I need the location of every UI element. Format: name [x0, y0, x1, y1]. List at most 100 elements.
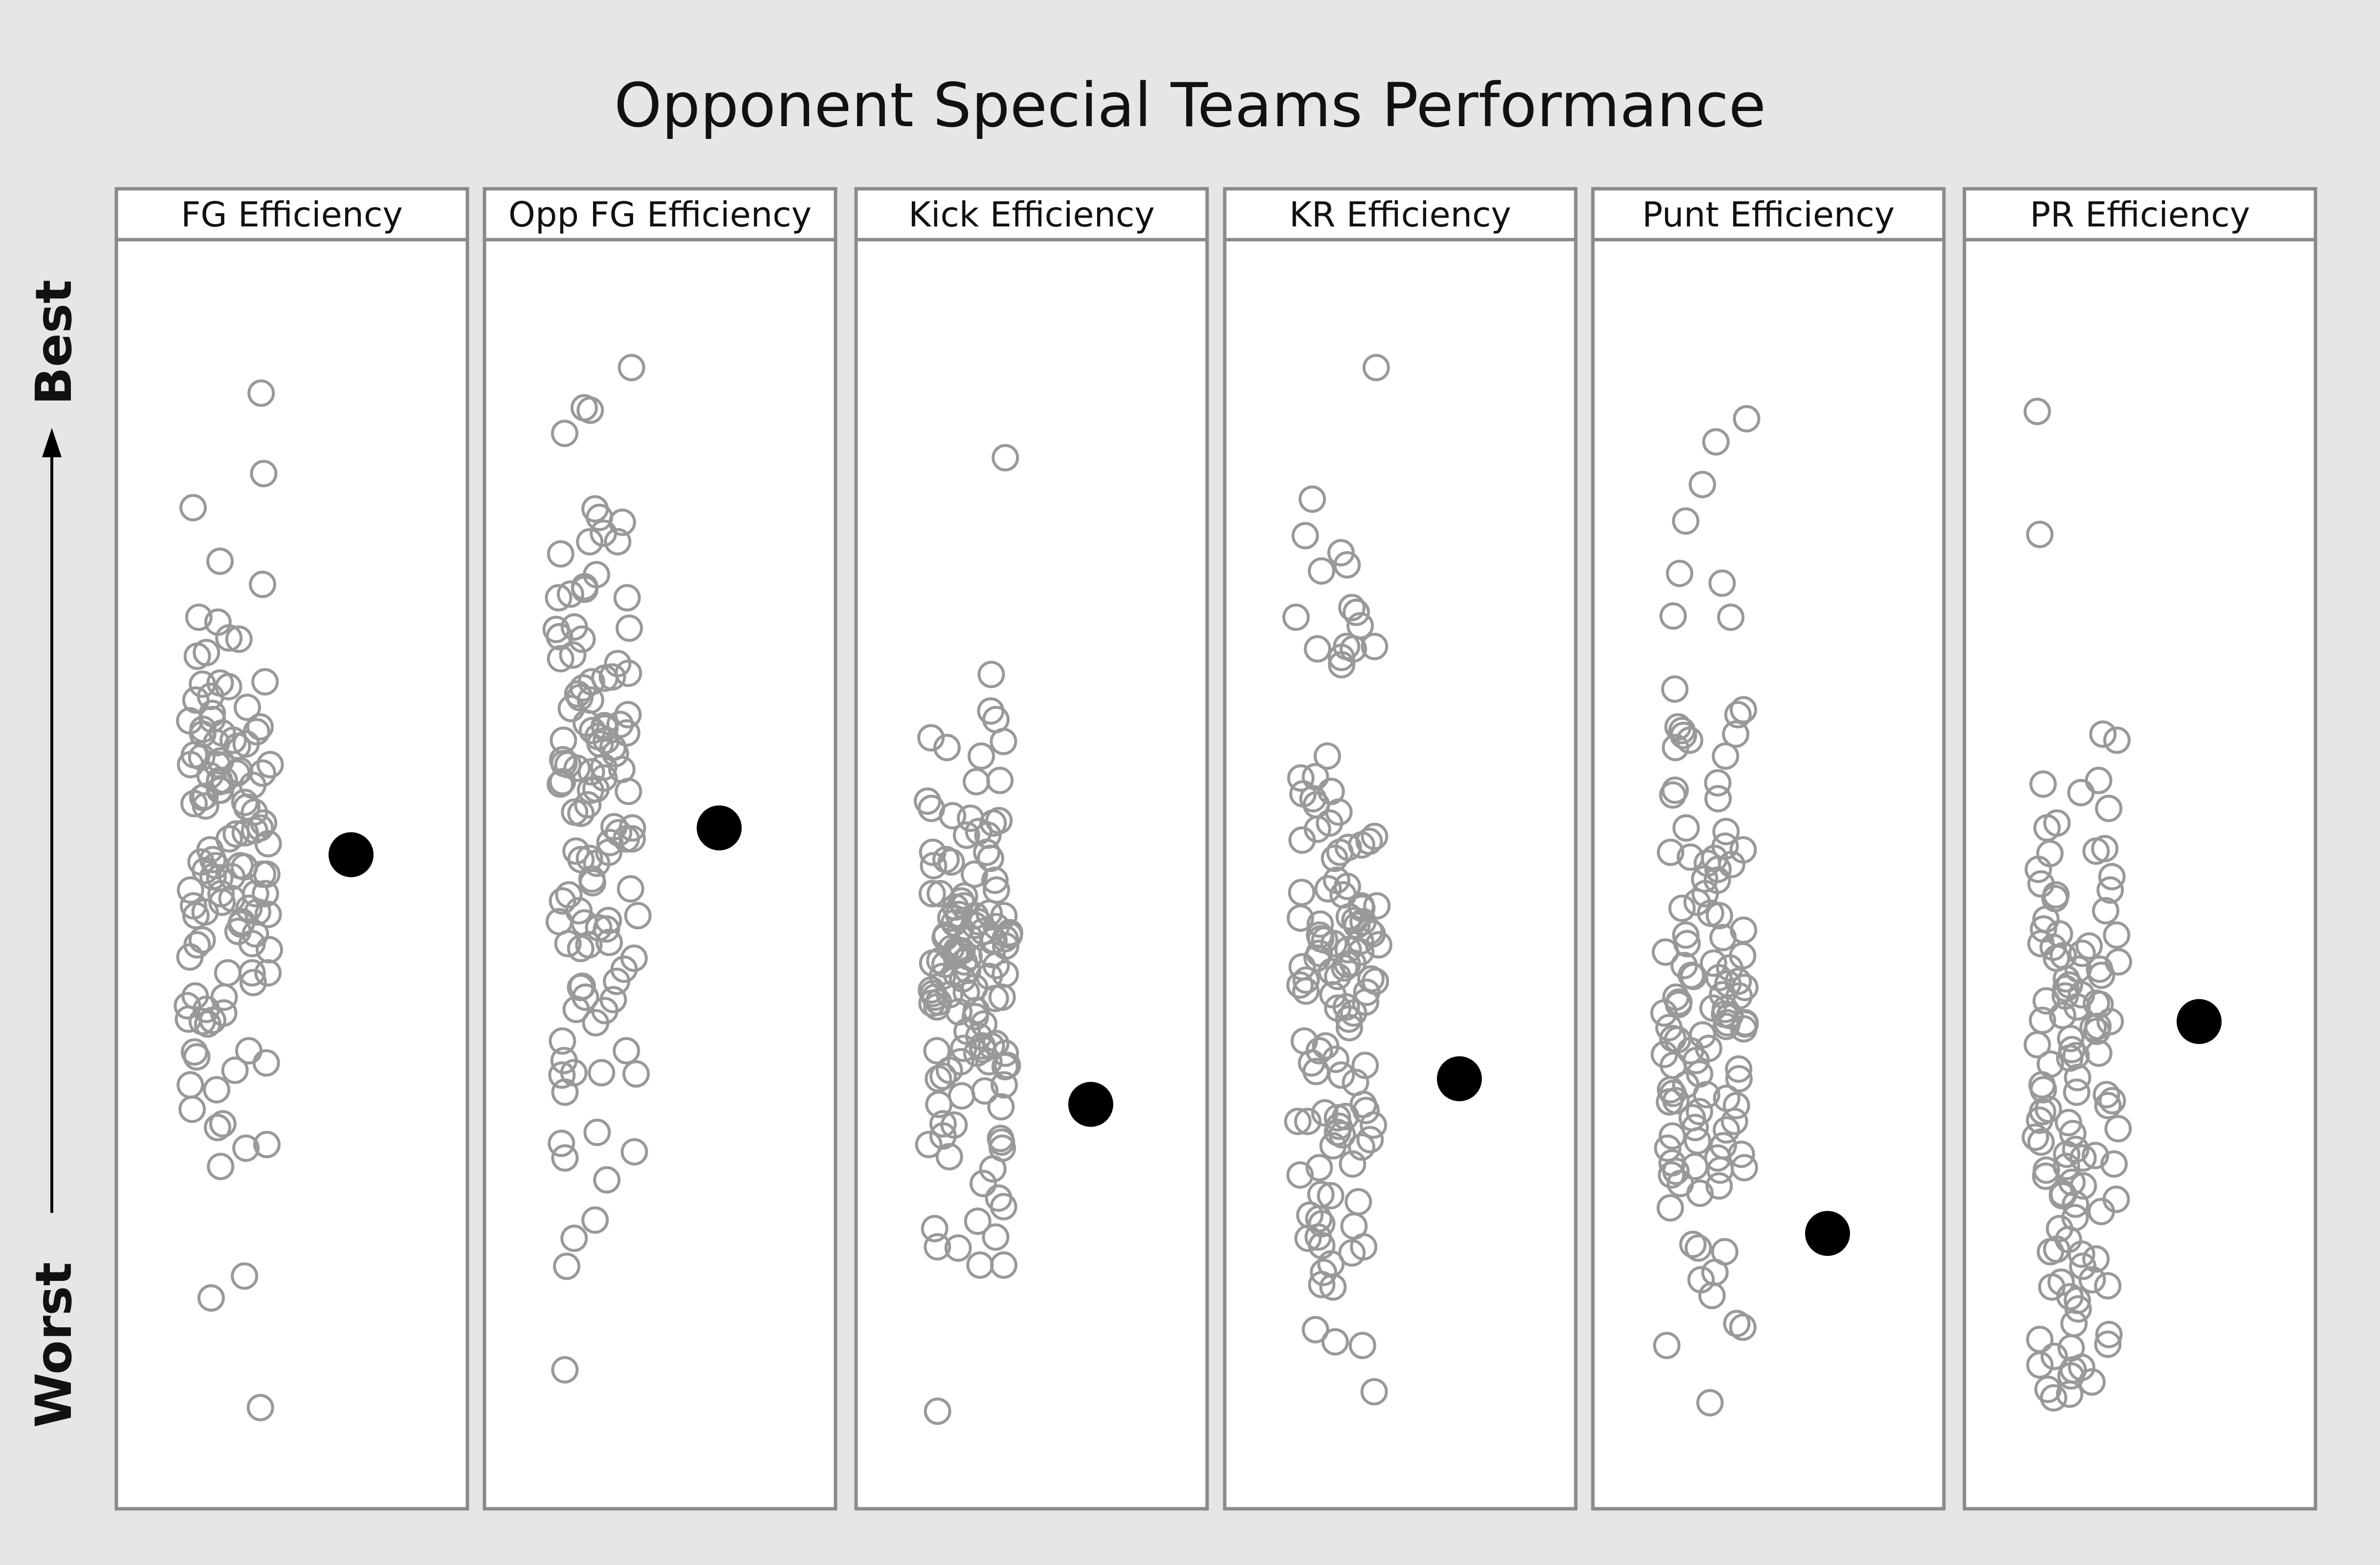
league-point	[992, 444, 1019, 471]
league-point	[206, 776, 234, 804]
league-point	[246, 713, 274, 741]
league-point	[1348, 1332, 1376, 1360]
league-point	[1724, 701, 1752, 729]
league-point	[2032, 987, 2060, 1015]
league-point	[1314, 875, 1342, 903]
panel-label: Punt Efficiency	[1642, 195, 1895, 235]
league-point	[1686, 1098, 1714, 1125]
league-point	[1286, 904, 1314, 932]
panel-strip	[1591, 187, 1946, 242]
league-point	[593, 726, 620, 754]
league-point	[1720, 1108, 1748, 1135]
chart-title: Opponent Special Teams Performance	[614, 70, 1766, 141]
league-point	[1713, 1116, 1741, 1144]
league-point	[578, 716, 606, 744]
league-point	[562, 995, 590, 1023]
league-point	[1662, 1158, 1690, 1185]
team-point	[1805, 1211, 1850, 1256]
league-point	[2078, 1266, 2106, 1294]
league-point	[1730, 696, 1757, 724]
league-point	[1686, 1179, 1714, 1207]
league-point	[1343, 599, 1370, 626]
league-point	[1306, 910, 1334, 938]
league-point	[2087, 1198, 2115, 1226]
league-point	[2085, 1039, 2113, 1067]
league-point	[1317, 1182, 1344, 1209]
league-point	[567, 800, 595, 827]
league-point	[1299, 485, 1326, 513]
league-point	[1326, 838, 1354, 866]
league-point	[1659, 781, 1687, 809]
league-point	[546, 623, 573, 650]
league-point	[2105, 948, 2132, 976]
league-point	[970, 1169, 997, 1197]
league-point	[2081, 1141, 2109, 1169]
league-point	[2069, 1144, 2097, 1172]
team-point	[1437, 1056, 1482, 1101]
league-point	[1668, 894, 1696, 922]
league-point	[1708, 569, 1736, 597]
league-point	[1284, 1108, 1312, 1135]
league-point	[1292, 966, 1320, 994]
league-point	[603, 967, 631, 995]
league-point	[215, 624, 243, 652]
league-point	[2026, 1351, 2054, 1379]
league-point	[1343, 912, 1371, 939]
league-point	[620, 1138, 648, 1166]
league-point	[206, 768, 234, 796]
league-point	[944, 1234, 972, 1262]
league-point	[556, 580, 584, 608]
league-point	[185, 604, 213, 631]
league-point	[2024, 1031, 2051, 1059]
league-point	[251, 880, 279, 908]
league-point	[2036, 1238, 2064, 1266]
league-point	[1665, 990, 1693, 1018]
league-point	[950, 1034, 978, 1062]
league-point	[1684, 1234, 1712, 1262]
league-point	[614, 701, 642, 729]
league-point	[1324, 962, 1352, 990]
league-point	[1657, 838, 1684, 866]
league-point	[918, 989, 946, 1017]
league-point	[2029, 1076, 2057, 1104]
league-point	[1702, 428, 1730, 456]
league-point	[549, 887, 576, 915]
panel-label: PR Efficiency	[2030, 195, 2250, 235]
league-point	[204, 1114, 231, 1141]
league-point	[961, 912, 989, 939]
league-point	[545, 584, 573, 612]
league-point	[1333, 551, 1361, 579]
league-point	[1286, 1161, 1314, 1189]
panel-frame	[483, 238, 837, 1511]
league-point	[968, 742, 995, 770]
league-point	[2057, 1362, 2085, 1390]
league-point	[567, 935, 595, 962]
league-point	[553, 1252, 581, 1280]
league-point	[982, 1223, 1010, 1251]
league-point	[925, 1091, 953, 1118]
league-point	[1718, 850, 1745, 878]
league-point	[547, 540, 574, 568]
league-point	[1722, 1092, 1750, 1119]
league-point	[2095, 795, 2123, 822]
league-point	[576, 776, 604, 804]
league-point	[232, 1134, 260, 1162]
y-axis-label-best: Best	[25, 280, 83, 405]
league-point	[617, 354, 645, 381]
league-point	[251, 668, 279, 696]
league-point	[233, 693, 261, 721]
league-point	[1308, 1210, 1336, 1238]
league-point	[231, 819, 259, 847]
league-point	[1653, 1332, 1681, 1360]
league-point	[1650, 999, 1678, 1027]
league-point	[1705, 902, 1733, 930]
league-point	[551, 1356, 579, 1384]
league-point	[1321, 845, 1348, 872]
league-point	[547, 770, 574, 798]
league-point	[1336, 1014, 1363, 1042]
league-point	[915, 1131, 943, 1159]
league-point	[615, 778, 642, 805]
league-point	[254, 830, 282, 858]
league-point	[249, 570, 276, 598]
league-point	[596, 828, 624, 856]
